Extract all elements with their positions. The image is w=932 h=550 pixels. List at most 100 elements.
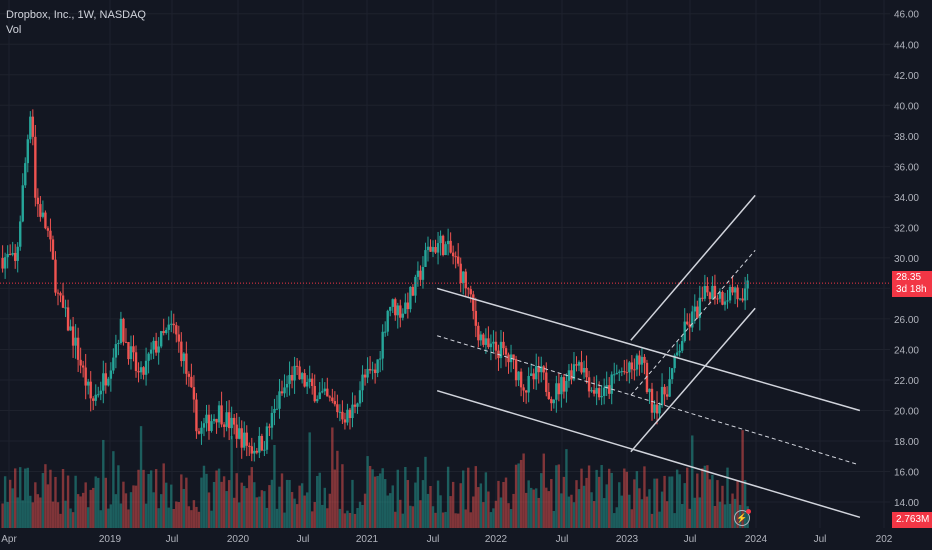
candle-body xyxy=(61,295,65,308)
candle-body xyxy=(459,263,462,284)
volume-bar xyxy=(132,485,135,528)
volume-indicator-label[interactable]: Vol xyxy=(6,24,22,36)
volume-bar xyxy=(552,510,556,528)
candle-body xyxy=(557,383,561,395)
candle-body xyxy=(653,404,656,413)
volume-bar xyxy=(560,493,563,528)
candle-body xyxy=(29,116,32,140)
candle-body xyxy=(303,373,306,387)
price-axis[interactable]: 46.00 44.00 42.00 40.00 38.00 36.00 34.00 32.00… xyxy=(894,10,919,509)
channel-line-middle xyxy=(630,249,756,396)
candle-body xyxy=(572,364,576,380)
volume-bar xyxy=(494,500,498,528)
volume-bar xyxy=(703,465,707,528)
volume-bar xyxy=(222,476,226,528)
candle-body xyxy=(316,399,319,402)
volume-bar xyxy=(421,480,425,528)
candle-body xyxy=(11,252,14,255)
volume-bar xyxy=(117,465,120,528)
candle-body xyxy=(139,367,143,373)
symbol-title[interactable]: Dropbox, Inc., 1W, NASDAQ xyxy=(6,9,146,21)
channel-line-upper xyxy=(436,287,861,412)
candle-body xyxy=(147,353,150,361)
volume-bar xyxy=(104,477,108,528)
candle-body xyxy=(54,259,57,293)
volume-bar xyxy=(205,473,208,528)
candle-body xyxy=(336,404,339,413)
volume-bar xyxy=(61,468,65,528)
candle-body xyxy=(56,292,60,294)
time-tick-label: 2024 xyxy=(745,534,768,545)
candle-body xyxy=(434,247,437,253)
candle-body xyxy=(157,346,160,353)
candle-body xyxy=(535,366,538,380)
volume-bar xyxy=(678,474,681,528)
volume-bar xyxy=(187,506,191,528)
volume-bar xyxy=(3,476,7,528)
candle-body xyxy=(449,240,452,253)
candle-body xyxy=(361,374,364,391)
candle-body xyxy=(192,387,196,400)
volume-bar xyxy=(426,493,430,528)
volume-bar xyxy=(152,492,155,528)
volume-bar xyxy=(716,480,719,528)
volume-bar xyxy=(109,504,113,528)
volume-bar xyxy=(290,492,294,528)
volume-bar xyxy=(706,465,709,528)
volume-bar xyxy=(316,475,319,528)
lightning-icon[interactable]: ⚡ xyxy=(734,509,751,526)
volume-bar xyxy=(288,480,291,528)
volume-bar xyxy=(635,471,639,528)
volume-bar xyxy=(69,508,72,528)
volume-bar xyxy=(293,498,296,528)
candle-body xyxy=(696,306,699,318)
volume-bar xyxy=(14,468,17,528)
trend-channels[interactable] xyxy=(436,194,861,519)
candle-body xyxy=(585,367,588,378)
candle-body xyxy=(723,301,727,305)
candle-body xyxy=(409,286,412,310)
candle-body xyxy=(512,354,515,359)
candle-body xyxy=(172,323,175,326)
volume-bar xyxy=(406,480,410,528)
candle-body xyxy=(285,383,289,388)
candle-body xyxy=(288,374,291,384)
price-tick-label: 38.00 xyxy=(894,132,919,143)
candle-body xyxy=(144,360,148,375)
volume-bar xyxy=(99,510,102,528)
volume-bar xyxy=(620,495,623,528)
volume-bar xyxy=(235,473,238,528)
time-axis[interactable]: Apr 2019 Jul 2020 Jul 2021 Jul 2022 Jul 2023 Jul 20… xyxy=(1,534,893,545)
volume-bar xyxy=(638,488,641,528)
candle-body xyxy=(182,353,186,362)
volume-bar xyxy=(295,504,299,528)
candle-body xyxy=(84,367,87,386)
candle-body xyxy=(313,385,316,402)
candle-body xyxy=(545,372,548,392)
candle-body xyxy=(71,326,75,346)
volume-bar xyxy=(84,482,87,528)
candle-body xyxy=(197,431,201,434)
candle-body xyxy=(602,387,606,396)
candle-body xyxy=(701,297,704,299)
volume-bar xyxy=(255,497,259,528)
volume-bar xyxy=(605,484,608,528)
volume-bar xyxy=(127,509,130,528)
volume-bar xyxy=(86,507,90,528)
volume-bar xyxy=(215,470,218,528)
volume-bar xyxy=(318,472,321,528)
candle-body xyxy=(595,388,598,394)
volume-bar xyxy=(278,486,281,528)
candle-body xyxy=(290,374,294,381)
volume-bar xyxy=(711,474,714,528)
volume-bar xyxy=(358,501,362,528)
volume-bar xyxy=(389,493,392,528)
volume-bars xyxy=(1,426,749,528)
volume-bar xyxy=(190,510,193,528)
price-tick-label: 46.00 xyxy=(894,10,919,21)
volume-bar xyxy=(431,506,435,528)
volume-bar xyxy=(386,495,389,528)
volume-bar xyxy=(71,512,75,528)
volume-bar xyxy=(630,509,634,528)
